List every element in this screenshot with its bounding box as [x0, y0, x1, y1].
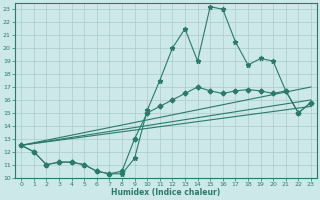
X-axis label: Humidex (Indice chaleur): Humidex (Indice chaleur)	[111, 188, 221, 197]
